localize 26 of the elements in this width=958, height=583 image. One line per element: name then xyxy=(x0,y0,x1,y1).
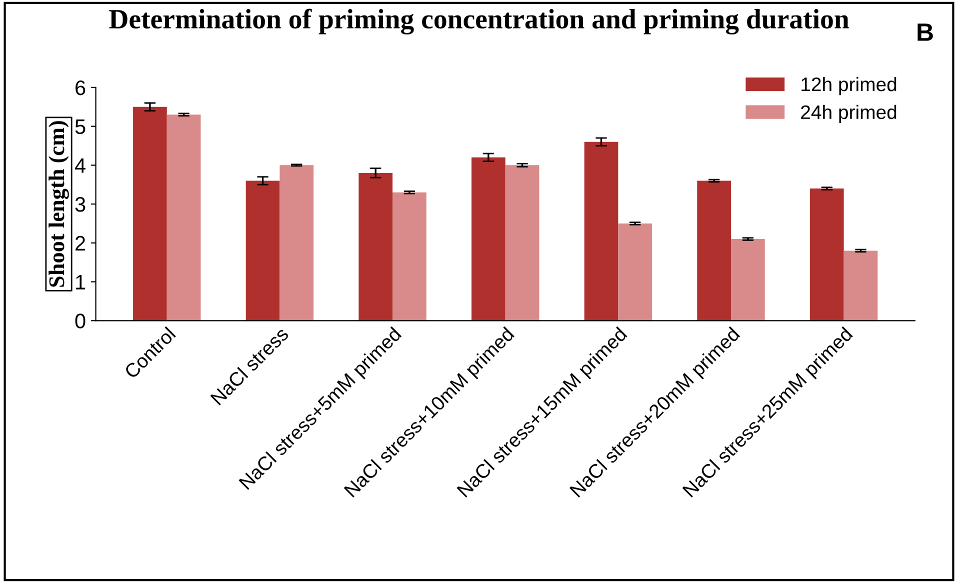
bar xyxy=(618,223,652,321)
bar xyxy=(392,192,426,321)
y-tick-label: 5 xyxy=(75,120,86,134)
bar xyxy=(810,188,844,321)
bar xyxy=(358,172,393,321)
bar xyxy=(844,250,878,321)
chart-title: Determination of priming concentration and priming duration xyxy=(109,8,849,34)
y-tick-label: 3 xyxy=(75,197,86,212)
y-tick-label: 1 xyxy=(76,275,86,290)
bar xyxy=(505,165,540,321)
y-axis-title: Shoot length (cm) xyxy=(48,121,69,287)
bar xyxy=(697,180,731,321)
bar xyxy=(246,180,280,321)
bar xyxy=(472,157,506,321)
bar xyxy=(730,239,765,321)
bar xyxy=(133,106,167,321)
bar xyxy=(280,165,314,321)
text: B xyxy=(918,24,933,41)
y-tick-label: 0 xyxy=(75,314,86,328)
legend-label: 24h primed xyxy=(801,104,896,123)
legend-label: 12h primed xyxy=(802,76,896,96)
y-tick-label: 2 xyxy=(76,236,86,250)
bar xyxy=(166,114,201,321)
y-tick-label: 4 xyxy=(74,158,86,173)
bar xyxy=(584,142,618,321)
y-tick-label: 6 xyxy=(76,80,86,96)
